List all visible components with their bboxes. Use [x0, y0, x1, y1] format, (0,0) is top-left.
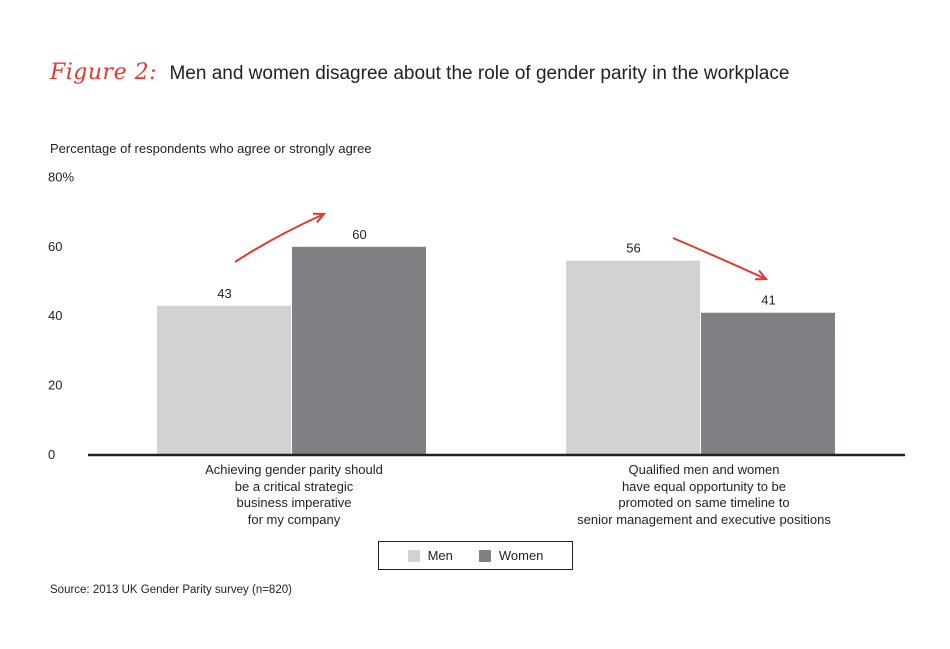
- trend-arrow-down: [672, 237, 767, 280]
- data-label: 60: [352, 227, 366, 242]
- category-label-line: for my company: [247, 511, 341, 527]
- category-label-line: senior management and executive position…: [577, 511, 831, 527]
- y-tick-label: 0: [48, 447, 55, 462]
- category-label-1: Achieving gender parity should be a criti…: [144, 462, 444, 528]
- category-label-line: be a critical strategic: [234, 478, 354, 494]
- data-label: 41: [761, 293, 775, 308]
- category-label-line: have equal opportunity to be: [621, 478, 787, 494]
- chart-title: Figure 2: Men and women disagree about t…: [50, 60, 789, 85]
- bar-women-2: [701, 312, 835, 455]
- category-label-line: business imperative: [236, 495, 352, 510]
- y-tick-label: 60: [48, 239, 62, 254]
- trend-arrow-up: [234, 213, 325, 263]
- legend-item-men: Men: [407, 548, 453, 563]
- category-label-line: Qualified men and women: [628, 462, 780, 477]
- bar-men-2: [566, 260, 700, 455]
- figure-label: Figure 2:: [50, 60, 157, 85]
- source-note: Source: 2013 UK Gender Parity survey (n=…: [50, 584, 292, 596]
- legend: Men Women: [378, 541, 573, 570]
- trend-arrow-up-head: [312, 212, 327, 224]
- legend-swatch-men: [407, 549, 420, 562]
- category-label-line: Achieving gender parity should: [205, 462, 383, 477]
- figure-title: Men and women disagree about the role of…: [169, 63, 790, 84]
- legend-label-women: Women: [498, 548, 544, 563]
- bar-women-1: [292, 246, 426, 455]
- legend-item-women: Women: [478, 548, 544, 563]
- trend-arrow-down-head: [754, 269, 769, 281]
- y-tick-label: 40: [48, 308, 62, 323]
- y-axis-label: Percentage of respondents who agree or s…: [50, 141, 372, 156]
- legend-label-men: Men: [427, 548, 453, 563]
- legend-swatch-women: [478, 549, 491, 562]
- bar-men-1: [157, 305, 291, 455]
- data-label: 43: [217, 286, 231, 301]
- category-label-line: promoted on same timeline to: [618, 495, 790, 510]
- category-label-2: Qualified men and women have equal opport…: [554, 462, 854, 528]
- data-label: 56: [626, 241, 640, 256]
- y-tick-label: 20: [48, 378, 62, 393]
- y-tick-label: 80%: [48, 169, 74, 184]
